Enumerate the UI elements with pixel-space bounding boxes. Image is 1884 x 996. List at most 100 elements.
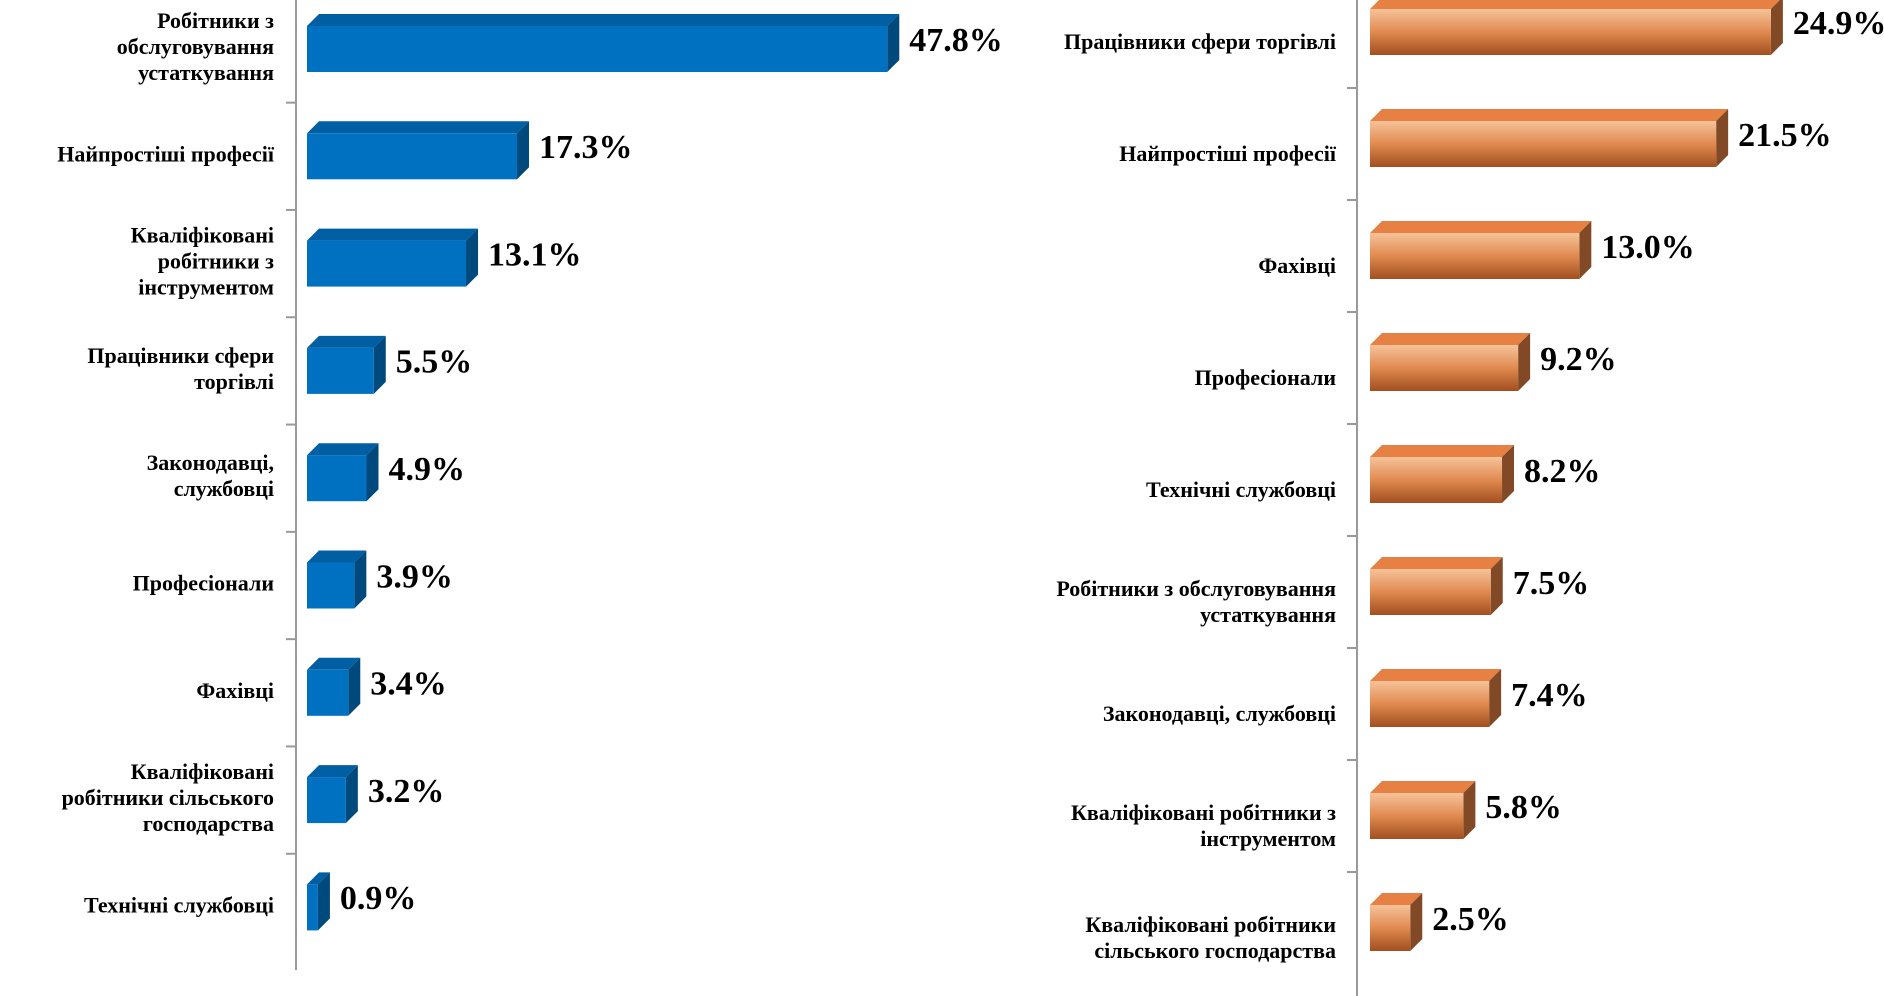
value-label: 47.8% xyxy=(909,22,1003,59)
bar-side xyxy=(1579,221,1592,279)
bar-front xyxy=(1370,681,1490,727)
bar xyxy=(307,443,379,502)
bar-front xyxy=(307,133,518,180)
bar-top xyxy=(307,872,330,885)
bar-top xyxy=(307,228,479,241)
value-label: 3.2% xyxy=(368,773,445,810)
category-label: Найпростіші професії xyxy=(1119,141,1337,166)
bar xyxy=(1370,333,1531,391)
category-label: Кваліфіковані робітники з інструментом xyxy=(131,223,274,300)
bar-top xyxy=(307,443,379,456)
bar-top xyxy=(1370,221,1592,233)
bar xyxy=(1370,557,1503,615)
bar-front xyxy=(307,884,318,931)
bar-side xyxy=(466,228,479,287)
bar xyxy=(1370,109,1729,167)
value-label: 4.9% xyxy=(388,451,465,488)
category-label: Кваліфіковані робітники з інструментом xyxy=(1071,800,1336,851)
bar-front xyxy=(307,347,374,394)
bar-front xyxy=(307,240,467,287)
bar xyxy=(1370,0,1783,55)
bar xyxy=(1370,445,1515,503)
bar xyxy=(307,228,479,287)
bar xyxy=(307,550,367,609)
bar-front xyxy=(1370,905,1411,951)
bar-front xyxy=(307,562,355,609)
category-label: Фахівці xyxy=(196,678,274,703)
bar-front xyxy=(1370,233,1580,279)
bar-side xyxy=(517,121,530,180)
value-label: 3.9% xyxy=(376,558,453,595)
bar-top xyxy=(1370,557,1503,569)
value-label: 0.9% xyxy=(340,880,417,917)
bar xyxy=(1370,781,1476,839)
value-label: 13.0% xyxy=(1601,229,1695,266)
bar-side xyxy=(1489,669,1502,727)
bar-side xyxy=(1463,781,1476,839)
bar xyxy=(1370,669,1502,727)
bar-side xyxy=(317,872,330,931)
value-label: 2.5% xyxy=(1432,901,1509,938)
bar-top xyxy=(307,765,358,778)
bar xyxy=(1370,893,1423,951)
bar xyxy=(307,121,530,180)
bar-top xyxy=(1370,669,1502,681)
bar-side xyxy=(1770,0,1783,55)
bar-side xyxy=(345,765,358,824)
value-label: 7.5% xyxy=(1513,565,1590,602)
bar-front xyxy=(1370,345,1519,391)
bar-side xyxy=(354,550,367,609)
bar-front xyxy=(307,777,346,824)
bar-top xyxy=(307,14,900,26)
category-label: Технічні службовці xyxy=(1146,477,1336,502)
bar-top xyxy=(1370,0,1780,9)
bar-front xyxy=(307,26,888,72)
bar-side xyxy=(1410,893,1423,951)
bar xyxy=(307,14,900,72)
bar-side xyxy=(366,443,379,502)
value-label: 17.3% xyxy=(539,129,633,166)
bar-front xyxy=(1370,121,1717,167)
bar-front xyxy=(1370,569,1491,615)
bar-front xyxy=(1370,9,1771,55)
category-label: Робітники з обслуговування устаткування xyxy=(117,8,274,85)
bar-top xyxy=(307,121,530,134)
bar-front xyxy=(307,669,349,716)
value-label: 24.9% xyxy=(1793,5,1884,42)
bar-side xyxy=(348,657,361,716)
bar-top xyxy=(307,335,386,348)
bar xyxy=(307,657,361,716)
value-label: 3.4% xyxy=(370,666,447,703)
category-label: Фахівці xyxy=(1258,253,1336,278)
value-label: 21.5% xyxy=(1738,117,1832,154)
bar-side xyxy=(1490,557,1503,615)
value-label: 5.8% xyxy=(1485,789,1562,826)
category-label: Законодавці, службовці xyxy=(147,450,274,501)
category-label: Робітники з обслуговування устаткування xyxy=(1056,576,1336,627)
bar-top xyxy=(1370,781,1476,793)
category-label: Працівники сфери торгівлі xyxy=(1064,29,1336,54)
bar-front xyxy=(1370,793,1464,839)
category-label: Кваліфіковані робітники сільського господа… xyxy=(62,759,274,836)
category-label: Працівники сфери торгівлі xyxy=(87,343,274,394)
value-label: 7.4% xyxy=(1511,677,1588,714)
category-label: Законодавці, службовці xyxy=(1103,701,1336,726)
bar xyxy=(307,872,330,931)
bar-side xyxy=(887,14,900,72)
bar-top xyxy=(307,657,361,670)
value-label: 13.1% xyxy=(488,236,582,273)
bar-side xyxy=(373,335,386,394)
category-label: Технічні службовці xyxy=(84,892,274,917)
bar-side xyxy=(1518,333,1531,391)
value-label: 9.2% xyxy=(1540,341,1617,378)
category-label: Професіонали xyxy=(133,571,275,596)
bar-front xyxy=(1370,457,1503,503)
bar-top xyxy=(1370,893,1423,905)
value-label: 5.5% xyxy=(396,344,473,381)
bar-side xyxy=(1502,445,1515,503)
bar-top xyxy=(1370,109,1729,121)
bar xyxy=(307,765,358,824)
bar xyxy=(1370,221,1592,279)
bar-top xyxy=(1370,333,1531,345)
